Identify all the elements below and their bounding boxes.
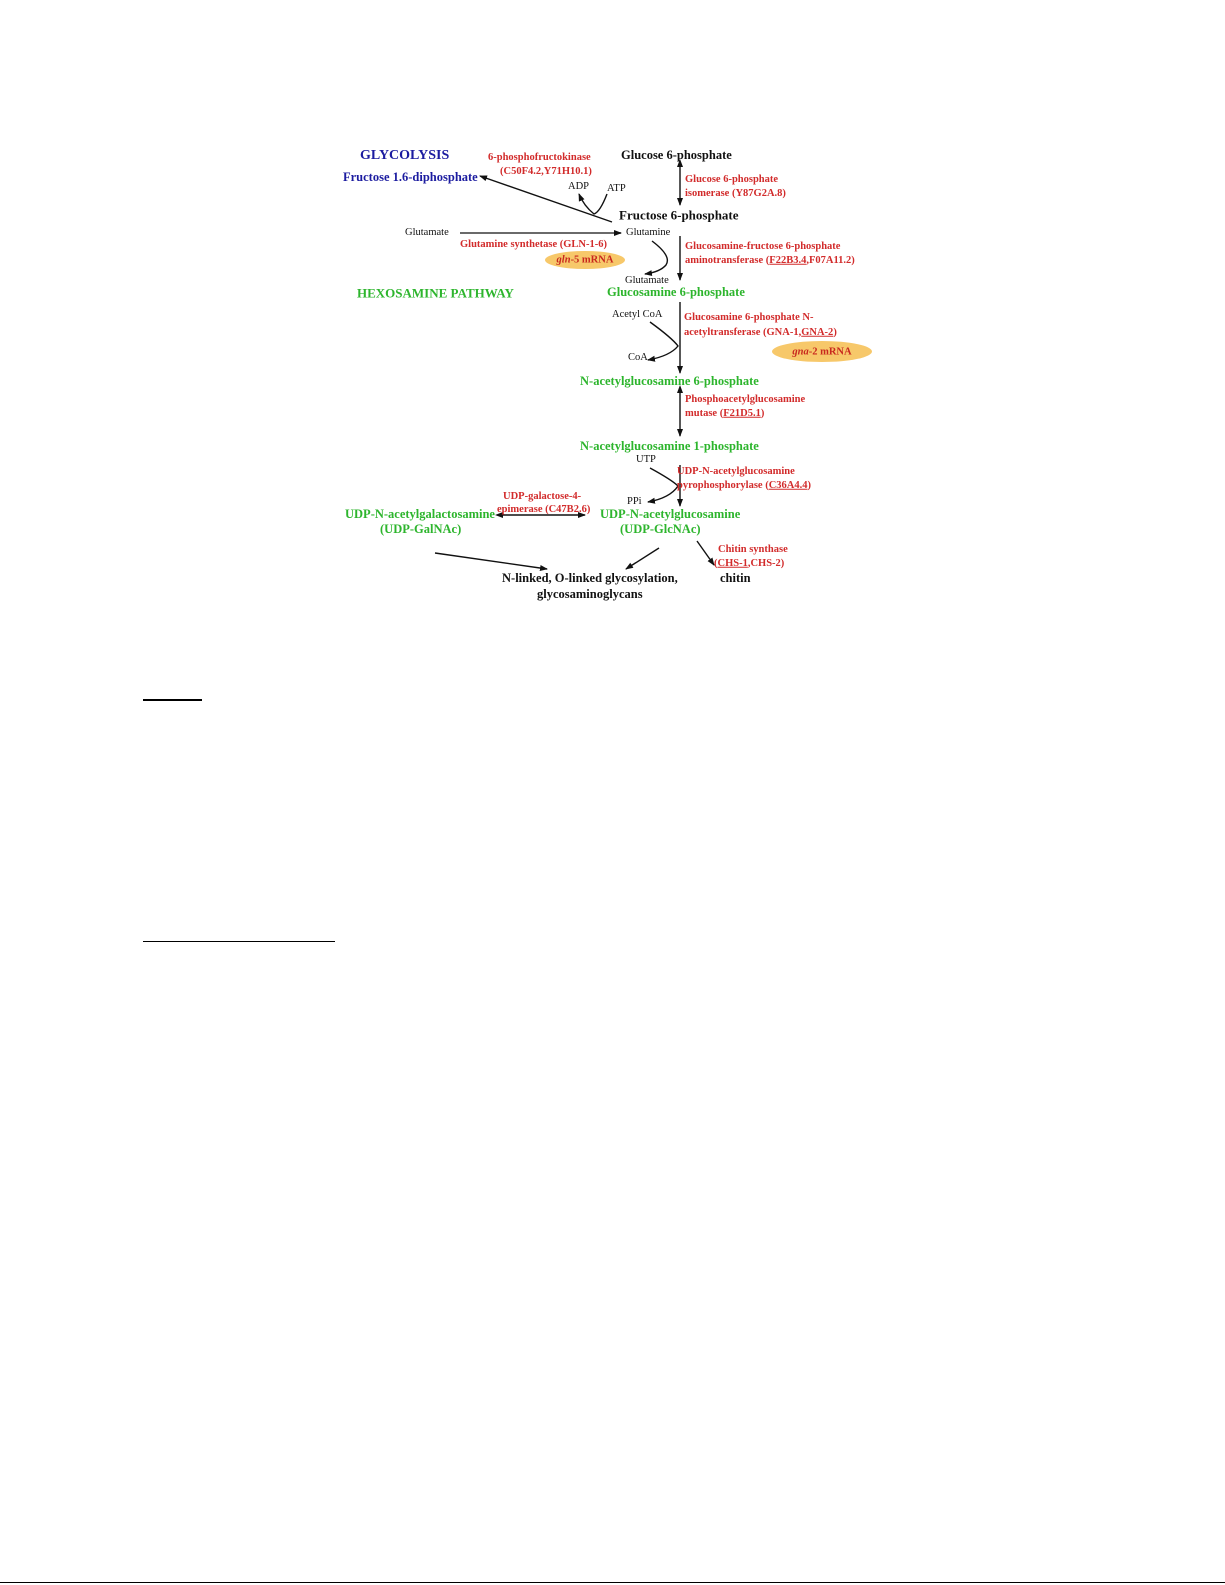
arrow-glcnac-glyco	[625, 547, 660, 570]
enzyme-gale-genes: epimerase (C47B2.6)	[497, 503, 591, 515]
chitin-product: chitin	[720, 570, 751, 585]
arrow-f6p-f16	[479, 175, 613, 223]
enzyme-gfat-genes: aminotransferase (F22B3.4,F07A11.2)	[685, 254, 855, 266]
page-bottom-border	[0, 1582, 1225, 1583]
glucose-6-phosphate: Glucose 6-phosphate	[621, 147, 732, 162]
gna-mrna-label: -2 mRNA	[808, 346, 852, 357]
arrow-acetylcoa-coa	[647, 321, 679, 362]
enzyme-chs: Chitin synthase	[718, 543, 788, 555]
udp-glcnac-abbrev: (UDP-GlcNAc)	[620, 521, 701, 536]
enzyme-pagm-genes: mutase (F21D5.1)	[685, 407, 765, 419]
gna2-mrna-highlight: gna-2 mRNA	[772, 341, 872, 362]
gln-gene-italic: gln	[556, 254, 571, 266]
gln-mrna-label: -5 mRNA	[570, 254, 614, 266]
gna-gene-italic: gna	[792, 346, 809, 357]
enzyme-pfk: 6-phosphofructokinase	[488, 151, 591, 163]
enzyme-gale: UDP-galactose-4-	[503, 490, 582, 502]
gln5-mrna-highlight: gln-5 mRNA	[545, 251, 625, 269]
udp-galnac: UDP-N-acetylgalactosamine	[345, 506, 495, 521]
coa-label: CoA	[628, 351, 648, 363]
enzyme-uap: UDP-N-acetylglucosamine	[677, 465, 795, 477]
enzyme-gs: Glutamine synthetase (GLN-1-6)	[460, 238, 607, 250]
arrow-glcnac-chitin	[696, 540, 715, 566]
enzyme-chs-genes: (CHS-1,CHS-2)	[714, 557, 785, 569]
ppi-label: PPi	[627, 495, 642, 507]
arrow-glutamine-glutamate	[644, 240, 669, 277]
n-acetylglucosamine-1-phosphate: N-acetylglucosamine 1-phosphate	[580, 438, 759, 453]
fructose-16-diphosphate: Fructose 1.6-diphosphate	[343, 169, 478, 184]
section-underline	[143, 941, 335, 942]
glucosamine-6-phosphate: Glucosamine 6-phosphate	[607, 284, 745, 299]
glutamine-label: Glutamine	[626, 226, 671, 238]
glycosylation-product: N-linked, O-linked glycosylation,	[502, 570, 678, 585]
adp-label: ADP	[568, 180, 590, 192]
enzyme-gpi: Glucose 6-phosphate	[685, 173, 779, 185]
enzyme-pfk-genes: (C50F4.2,Y71H10.1)	[500, 165, 592, 177]
arrow-atp-adp	[578, 193, 608, 215]
arrow-galnac-glyco	[434, 552, 548, 571]
udp-glcnac: UDP-N-acetylglucosamine	[600, 506, 741, 521]
enzyme-gna: Glucosamine 6-phosphate N-	[684, 311, 814, 323]
glycosaminoglycans-product: glycosaminoglycans	[537, 586, 643, 601]
glutamate-left: Glutamate	[405, 226, 449, 238]
heading-underline	[143, 699, 202, 701]
glutamate-lower: Glutamate	[625, 274, 669, 286]
hexosamine-title: HEXOSAMINE PATHWAY	[357, 285, 514, 301]
n-acetylglucosamine-6-phosphate: N-acetylglucosamine 6-phosphate	[580, 373, 759, 388]
enzyme-gfat: Glucosamine-fructose 6-phosphate	[685, 240, 841, 252]
enzyme-pagm: Phosphoacetylglucosamine	[685, 393, 806, 405]
atp-label: ATP	[607, 182, 626, 194]
enzyme-gpi-genes: isomerase (Y87G2A.8)	[685, 187, 786, 199]
utp-label: UTP	[636, 453, 656, 465]
glycolysis-title: GLYCOLYSIS	[360, 148, 450, 163]
arrow-utp-ppi	[647, 467, 679, 504]
enzyme-gna-genes: acetyltransferase (GNA-1,GNA-2)	[684, 326, 837, 338]
enzyme-uap-genes: pyrophosphorylase (C36A4.4)	[677, 479, 811, 491]
fructose-6-phosphate: Fructose 6-phosphate	[619, 207, 739, 223]
udp-galnac-abbrev: (UDP-GalNAc)	[380, 521, 462, 536]
acetyl-coa-label: Acetyl CoA	[612, 308, 663, 320]
